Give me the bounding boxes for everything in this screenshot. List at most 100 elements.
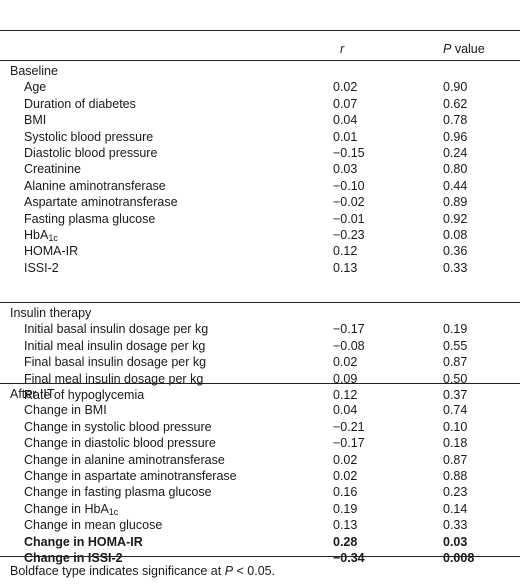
table-row: Systolic blood pressure 0.01 0.96 (0, 129, 520, 145)
p-value: 0.44 (443, 178, 468, 193)
section-divider (0, 302, 520, 303)
row-label: Aspartate aminotransferase (24, 194, 178, 210)
table-row: Rate of hypoglycemia 0.12 0.37 (0, 387, 520, 403)
section-title-label: After IIT (10, 387, 55, 401)
p-value: 0.37 (443, 388, 468, 402)
r-value: 0.01 (333, 129, 358, 144)
row-label-text: Diastolic blood pressure (24, 146, 158, 160)
r-value: 0.02 (333, 469, 358, 483)
p-value: 0.008 (443, 551, 475, 565)
r-value: −0.01 (333, 211, 365, 226)
row-label: Change in systolic blood pressure (24, 419, 212, 435)
p-value: 0.96 (443, 129, 468, 144)
table-row: Aspartate aminotransferase −0.02 0.89 (0, 194, 520, 210)
row-label-text: Change in ISSI-2 (24, 551, 123, 565)
row-label-text: Alanine aminotransferase (24, 178, 166, 193)
r-value: 0.28 (333, 534, 358, 549)
p-value: 0.92 (443, 211, 468, 226)
row-label-text: Aspartate aminotransferase (24, 195, 178, 210)
p-value: 0.03 (443, 534, 468, 549)
row-label: Systolic blood pressure (24, 129, 153, 145)
p-value: 0.62 (443, 96, 468, 111)
row-label-text: HOMA-IR (24, 244, 79, 259)
table-row: Initial meal insulin dosage per kg −0.08 0… (0, 338, 520, 354)
r-value: 0.07 (333, 96, 358, 111)
row-label: HbA1c (24, 227, 58, 243)
p-value: 0.19 (443, 322, 468, 337)
p-value: 0.55 (443, 338, 468, 353)
r-value: 0.13 (333, 518, 358, 533)
footnote: Boldface type indicates significance at … (10, 563, 275, 579)
table-row: Diastolic blood pressure −0.15 0.24 (0, 145, 520, 161)
r-value: −0.02 (333, 195, 365, 210)
row-label: Change in fasting plasma glucose (24, 484, 212, 500)
row-label: Change in diastolic blood pressure (24, 435, 216, 451)
p-value: 0.74 (443, 403, 468, 418)
r-value: 0.04 (333, 403, 358, 418)
p-value: 0.08 (443, 228, 468, 242)
table-row: Change in mean glucose 0.13 0.33 (0, 517, 520, 533)
p-value: 0.10 (443, 419, 468, 434)
section-title-label: Insulin therapy (10, 306, 92, 320)
p-value: 0.50 (443, 371, 468, 386)
r-value: −0.10 (333, 178, 365, 193)
row-label-subscript: 1c (48, 233, 58, 243)
r-value: −0.15 (333, 146, 365, 160)
p-value: 0.24 (443, 146, 468, 160)
row-label: Initial basal insulin dosage per kg (24, 321, 208, 337)
row-label-text: Change in mean glucose (24, 518, 163, 533)
row-label-text: Creatinine (24, 162, 81, 177)
p-value: 0.89 (443, 195, 468, 210)
row-label: BMI (24, 112, 46, 128)
row-label: Final basal insulin dosage per kg (24, 354, 206, 370)
table-row: Alanine aminotransferase −0.10 0.44 (0, 178, 520, 194)
table-row: Fasting plasma glucose −0.01 0.92 (0, 211, 520, 227)
row-label-text: Duration of diabetes (24, 96, 136, 111)
r-value: 0.02 (333, 452, 358, 467)
row-label: HOMA-IR (24, 243, 78, 259)
r-value: −0.17 (333, 322, 365, 337)
row-label: Change in mean glucose (24, 517, 162, 533)
r-value: 0.19 (333, 501, 358, 516)
col-header-p: P value (443, 41, 485, 57)
p-value: 0.18 (443, 436, 468, 451)
row-label-text: Final basal insulin dosage per kg (24, 355, 207, 370)
p-value: 0.90 (443, 80, 468, 95)
table-row: Final meal insulin dosage per kg 0.09 0.50 (0, 371, 520, 387)
row-label: Diastolic blood pressure (24, 145, 157, 161)
r-value: 0.02 (333, 80, 358, 95)
table-row: Change in systolic blood pressure −0.21 0.… (0, 419, 520, 435)
footnote-after: < 0.05. (233, 564, 276, 578)
table-row: Change in aspartate aminotransferase 0.02… (0, 468, 520, 484)
section-title-label: Baseline (10, 64, 58, 78)
table-row: Change in HOMA-IR 0.28 0.03 (0, 534, 520, 550)
row-label-text: Systolic blood pressure (24, 129, 154, 144)
footnote-italic: P (224, 564, 234, 578)
row-label: Creatinine (24, 161, 81, 177)
table-row: Change in fasting plasma glucose 0.16 0.23 (0, 484, 520, 500)
table-row: HbA1c −0.23 0.08 (0, 227, 520, 243)
table-row: Change in alanine aminotransferase 0.02 0.… (0, 452, 520, 468)
table-row: Creatinine 0.03 0.80 (0, 161, 520, 177)
table-row: Change in BMI 0.04 0.74 (0, 402, 520, 418)
row-label-text: Change in BMI (24, 403, 107, 418)
row-label: Change in HOMA-IR (24, 534, 143, 550)
col-header-p-rest: value (451, 42, 485, 56)
col-header-p-italic: P (443, 42, 452, 56)
table-row: Initial basal insulin dosage per kg −0.17… (0, 321, 520, 337)
table-row: HOMA-IR 0.12 0.36 (0, 243, 520, 259)
p-value: 0.80 (443, 162, 468, 177)
row-label-text: Initial basal insulin dosage per kg (24, 322, 209, 337)
p-value: 0.14 (443, 501, 468, 516)
table-row: Duration of diabetes 0.07 0.62 (0, 96, 520, 112)
row-label: Change in HbA1c (24, 501, 118, 517)
table-row: ISSI-2 0.13 0.33 (0, 260, 520, 276)
r-value: 0.16 (333, 485, 358, 500)
section-title: After IIT (0, 386, 520, 402)
row-label-text: Change in systolic blood pressure (24, 419, 212, 434)
table-row: Change in ISSI-2 −0.34 0.008 (0, 550, 520, 566)
p-value: 0.33 (443, 518, 468, 533)
r-value: 0.13 (333, 260, 358, 275)
p-value: 0.87 (443, 355, 468, 370)
row-label: Fasting plasma glucose (24, 211, 155, 227)
